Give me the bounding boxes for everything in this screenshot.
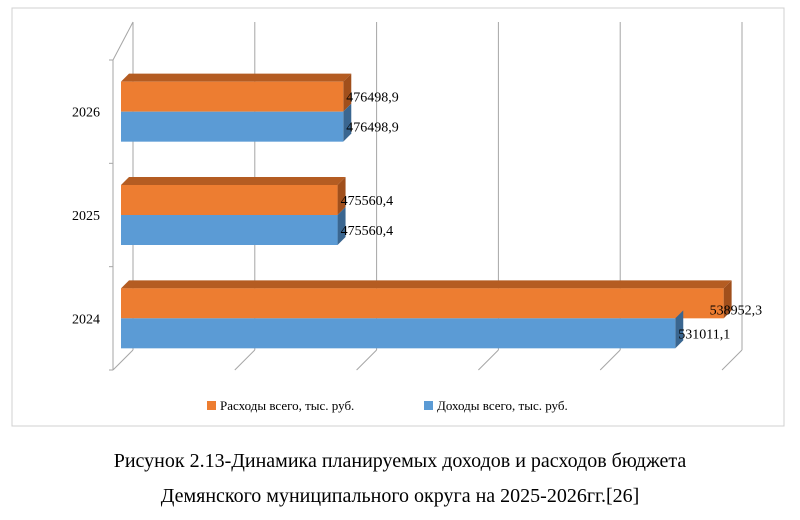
bar-side-face	[337, 207, 346, 245]
bar-top-face	[121, 73, 352, 82]
bar-top-face	[121, 280, 732, 289]
y-axis-wall-edge	[112, 21, 134, 61]
bar-side-face	[343, 103, 352, 142]
floor-gridline	[234, 349, 256, 371]
data-label: 476498,9	[346, 121, 399, 136]
legend-swatch	[424, 401, 433, 410]
y-tick-label: 2024	[72, 312, 100, 327]
floor-gridline	[356, 349, 377, 371]
bar-income-2024	[121, 318, 676, 349]
floor-gridline	[478, 349, 499, 371]
floor-gridline	[721, 349, 743, 371]
data-label: 475560,4	[341, 194, 394, 209]
data-label: 476498,9	[346, 91, 399, 106]
legend-swatch	[207, 401, 216, 410]
bar-top-face	[121, 177, 346, 185]
caption-line-1: Рисунок 2.13-Динамика планируемых доходо…	[113, 450, 687, 472]
floor-gridline	[112, 349, 134, 371]
data-label: 538952,3	[710, 303, 763, 318]
bar-expenses-2024	[121, 288, 724, 319]
bar-expenses-2026	[121, 81, 344, 112]
bar-side-face	[343, 73, 352, 112]
bar-income-2025	[121, 215, 338, 245]
bar-side-face	[675, 310, 684, 349]
legend-label: Расходы всего, тыс. руб.	[220, 398, 354, 413]
bar-income-2026	[121, 111, 344, 142]
y-tick-label: 2026	[72, 106, 100, 121]
data-label: 475560,4	[341, 224, 394, 239]
bar-side-face	[723, 280, 732, 319]
y-tick-label: 2025	[72, 209, 100, 224]
data-label: 531011,1	[678, 327, 730, 342]
budget-bar-chart: 2024 538952,3 531011,1 2025 475560,4 475560,4…	[11, 7, 785, 427]
bar-side-face	[337, 177, 346, 215]
floor-gridline	[599, 349, 621, 371]
caption-line-2: Демянского муниципального округа на 2025…	[160, 485, 640, 507]
legend-label: Доходы всего, тыс. руб.	[437, 398, 568, 413]
bar-expenses-2025	[121, 185, 338, 215]
